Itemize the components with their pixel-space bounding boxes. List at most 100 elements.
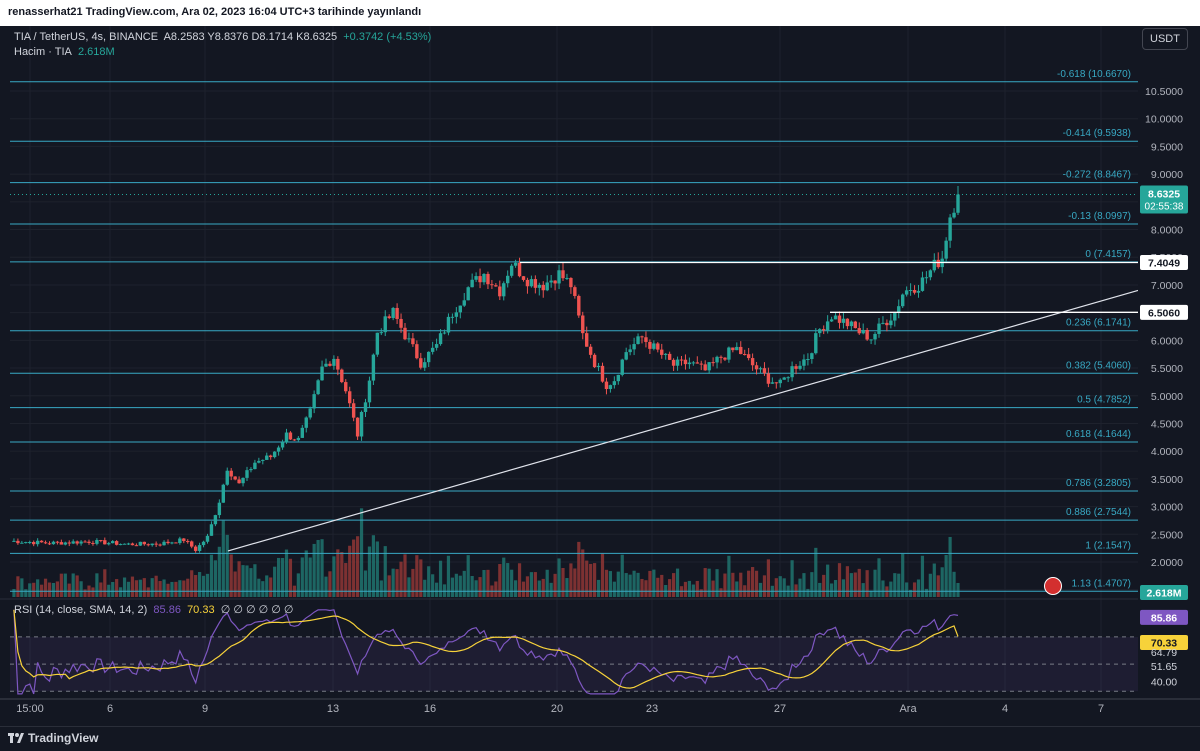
candle[interactable] [276, 445, 281, 456]
candle[interactable] [521, 275, 526, 282]
candle[interactable] [87, 539, 91, 545]
candle[interactable] [257, 457, 261, 464]
candle[interactable] [201, 540, 206, 548]
candle[interactable] [806, 353, 810, 366]
candle[interactable] [494, 283, 498, 287]
candle[interactable] [114, 540, 119, 546]
candle[interactable] [35, 538, 40, 547]
candle[interactable] [265, 452, 269, 460]
candle[interactable] [118, 543, 123, 546]
candle[interactable] [735, 342, 739, 351]
candle[interactable] [174, 542, 178, 544]
candle[interactable] [798, 361, 802, 371]
candle[interactable] [754, 361, 759, 375]
candle[interactable] [952, 208, 956, 219]
candle[interactable] [423, 357, 427, 371]
candle[interactable] [620, 358, 624, 377]
candle[interactable] [304, 416, 308, 433]
candle[interactable] [869, 339, 873, 345]
candle[interactable] [822, 325, 826, 335]
candle[interactable] [16, 538, 20, 545]
candle[interactable] [640, 335, 644, 344]
trend-line[interactable] [227, 289, 1139, 552]
candle[interactable] [782, 376, 786, 380]
candle[interactable] [249, 467, 253, 473]
candle[interactable] [608, 384, 613, 393]
candle[interactable] [857, 322, 861, 335]
candle[interactable] [162, 540, 166, 546]
candle[interactable] [427, 351, 431, 368]
candle[interactable] [908, 283, 913, 296]
candle[interactable] [178, 536, 182, 545]
candle[interactable] [430, 341, 435, 355]
candle[interactable] [450, 313, 455, 324]
candle[interactable] [810, 352, 814, 364]
candle[interactable] [652, 340, 656, 351]
candle[interactable] [166, 539, 170, 545]
candle[interactable] [415, 340, 419, 360]
candle[interactable] [197, 542, 202, 553]
candle[interactable] [316, 379, 320, 395]
candle[interactable] [241, 477, 245, 487]
candle[interactable] [561, 262, 565, 281]
candle[interactable] [707, 362, 711, 374]
candle[interactable] [233, 476, 237, 481]
candle[interactable] [103, 537, 107, 545]
candle[interactable] [209, 521, 214, 536]
candle[interactable] [790, 361, 794, 382]
candle[interactable] [190, 540, 194, 549]
candle[interactable] [656, 341, 660, 353]
candle[interactable] [75, 540, 79, 546]
candle[interactable] [818, 328, 822, 338]
candle[interactable] [632, 337, 636, 356]
candle[interactable] [893, 312, 897, 327]
price-axis[interactable]: 10.500010.00009.50009.00008.50008.00007.… [1138, 26, 1200, 726]
candle[interactable] [699, 360, 703, 371]
candle[interactable] [774, 382, 778, 389]
candle[interactable] [379, 328, 383, 336]
candle[interactable] [292, 438, 297, 441]
candle[interactable] [573, 285, 577, 299]
candle[interactable] [502, 281, 506, 301]
candle[interactable] [407, 332, 411, 343]
candle[interactable] [924, 271, 929, 284]
candle[interactable] [660, 343, 664, 359]
candle[interactable] [758, 366, 763, 373]
candle[interactable] [71, 539, 75, 545]
candle[interactable] [897, 299, 901, 319]
candle[interactable] [288, 431, 293, 441]
candle[interactable] [24, 541, 28, 544]
candle[interactable] [150, 543, 154, 547]
candle[interactable] [269, 454, 273, 460]
candle[interactable] [158, 543, 162, 547]
candle[interactable] [853, 320, 857, 329]
candle[interactable] [482, 273, 486, 285]
candle[interactable] [794, 364, 798, 375]
candle[interactable] [462, 293, 466, 307]
candle[interactable] [711, 357, 715, 367]
candle[interactable] [743, 349, 747, 356]
candle[interactable] [715, 355, 719, 369]
candle[interactable] [371, 353, 376, 385]
candle[interactable] [122, 543, 127, 545]
candle[interactable] [679, 355, 684, 366]
candle[interactable] [383, 310, 387, 337]
candle[interactable] [213, 514, 218, 527]
candle[interactable] [762, 362, 767, 376]
candle[interactable] [912, 285, 917, 295]
candle[interactable] [616, 374, 620, 385]
candle[interactable] [324, 358, 328, 367]
candle[interactable] [344, 379, 348, 394]
candle[interactable] [588, 343, 593, 359]
candle[interactable] [308, 406, 312, 420]
candle[interactable] [296, 436, 301, 442]
candle[interactable] [28, 540, 32, 545]
candle[interactable] [592, 353, 597, 369]
candle[interactable] [12, 538, 16, 542]
candle[interactable] [877, 317, 881, 338]
candle[interactable] [889, 313, 893, 329]
candle[interactable] [723, 357, 727, 362]
candle[interactable] [419, 352, 423, 370]
candle[interactable] [359, 410, 364, 441]
candle[interactable] [146, 543, 150, 547]
